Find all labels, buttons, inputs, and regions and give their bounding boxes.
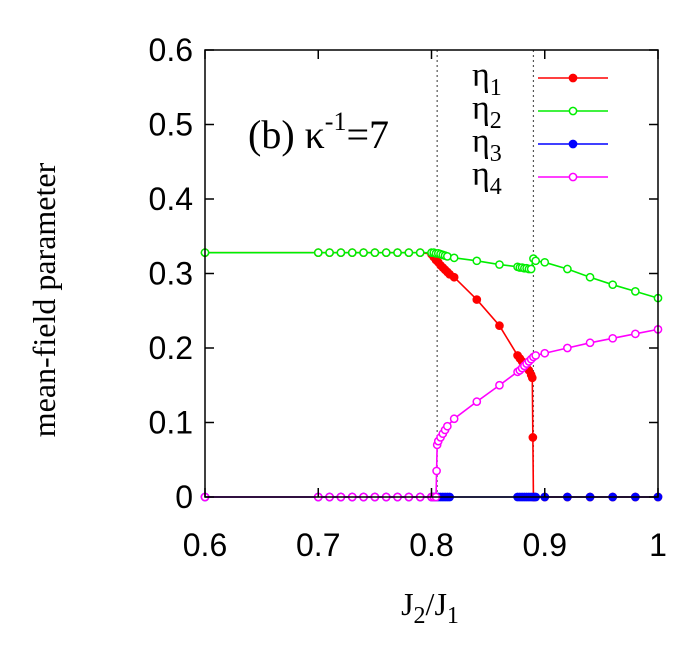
point-eta2-3: [325, 248, 334, 257]
legend-subscript-eta3: 3: [490, 141, 502, 167]
legend-symbol-eta2: η: [472, 90, 490, 127]
point-eta2-6: [359, 248, 368, 257]
legend-symbol-eta1: η: [472, 57, 490, 94]
plot-layer: [200, 50, 663, 502]
x-axis-title: J2/J1: [401, 586, 459, 629]
point-eta2-35: [608, 280, 618, 290]
point-eta2-34: [585, 272, 595, 282]
point-eta2-32: [540, 257, 550, 267]
legend-marker-eta1: [568, 73, 578, 83]
point-eta4-38: [631, 329, 640, 339]
legend-marker-eta2: [568, 106, 578, 116]
point-eta4-36: [585, 338, 595, 348]
point-eta4-22: [449, 414, 459, 424]
point-eta4-35: [563, 343, 572, 353]
y-tick-label-7: 0.6: [149, 32, 193, 68]
legend-label-eta4: η4: [472, 156, 502, 200]
legend-label-eta3: η3: [472, 123, 502, 167]
point-eta4-21: [443, 421, 452, 431]
point-eta4-23: [472, 397, 482, 406]
point-eta2-22: [495, 260, 504, 269]
point-eta2-5: [347, 248, 357, 257]
x-tick-label-4: 0.9: [523, 527, 567, 563]
point-eta4-15: [432, 466, 441, 476]
point-eta2-19: [443, 252, 452, 261]
point-eta2-9: [393, 248, 402, 257]
x-tick-label-3: 0.8: [409, 527, 453, 563]
point-eta1-21: [449, 272, 459, 282]
legend-label-eta1: η1: [472, 57, 502, 101]
y-tick-label-5: 0.4: [149, 181, 193, 217]
x-tick-label-1: 0.6: [183, 527, 227, 563]
annotation-prefix: (b): [248, 112, 305, 157]
x-tick-label-2: 0.7: [296, 527, 340, 563]
point-eta2-8: [381, 248, 391, 257]
point-eta1-31: [527, 373, 537, 383]
legend-marker-eta4: [568, 172, 578, 182]
point-eta1-32: [528, 433, 538, 442]
point-eta2-31: [531, 256, 541, 266]
y-tick-label-4: 0.3: [149, 256, 193, 292]
point-eta2-36: [631, 287, 640, 296]
panel-annotation: (b) κ-1=7: [248, 107, 389, 157]
y-tick-label-1: 0: [175, 479, 193, 515]
series-line-eta4: [205, 328, 659, 498]
point-eta2-29: [526, 264, 536, 274]
point-eta4-24: [495, 380, 504, 390]
legend-subscript-eta4: 4: [490, 174, 502, 200]
annotation-suffix: =7: [346, 112, 389, 157]
point-eta2-11: [415, 248, 425, 257]
series-line-eta1: [205, 251, 658, 498]
legend-marker-eta3: [568, 139, 578, 149]
point-eta2-21: [472, 256, 482, 266]
legend-symbol-eta4: η: [472, 156, 490, 193]
axis-layer: 0.6 0.7 0.8 0.9 1 0 0.1 0.2 0.3 0.4 0.5 0.6: [149, 32, 667, 563]
y-tick-label-6: 0.5: [149, 107, 193, 143]
point-eta2-2: [313, 248, 323, 257]
legend-label-eta2: η2: [472, 90, 502, 134]
annotation-kappa: κ: [305, 112, 325, 157]
y-tick-label-2: 0.1: [149, 405, 193, 441]
x-tick-label-5: 1: [649, 527, 667, 563]
point-eta1-23: [495, 321, 504, 330]
legend-symbol-eta3: η: [472, 123, 490, 160]
legend-subscript-eta2: 2: [490, 108, 502, 134]
point-eta1-22: [472, 295, 482, 304]
point-eta2-20: [449, 253, 459, 263]
legend-subscript-eta1: 1: [490, 75, 502, 101]
annotation-exponent: -1: [325, 107, 347, 136]
point-eta4-37: [608, 333, 618, 343]
point-eta2-7: [370, 248, 380, 257]
point-eta2-33: [563, 264, 572, 274]
point-eta2-10: [404, 248, 414, 257]
point-eta4-34: [540, 348, 550, 358]
y-axis-title: mean-field parameter: [26, 162, 62, 437]
point-eta4-33: [531, 351, 541, 360]
point-eta2-4: [336, 248, 346, 257]
y-tick-label-3: 0.2: [149, 330, 193, 366]
